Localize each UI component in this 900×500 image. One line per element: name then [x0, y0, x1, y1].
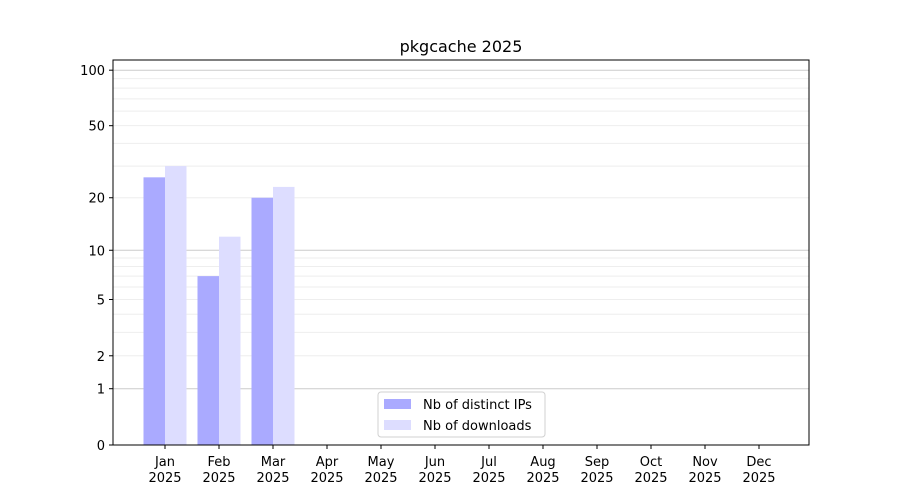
- x-tick-label: 2025: [202, 471, 235, 486]
- legend-swatch: [384, 420, 411, 430]
- x-tick-label: Jul: [480, 455, 497, 470]
- x-tick-label: Apr: [316, 455, 339, 470]
- x-tick-label: Sep: [585, 455, 610, 470]
- x-tick-label: 2025: [688, 471, 721, 486]
- y-tick-label: 1: [97, 383, 105, 398]
- x-tick-label: Oct: [640, 455, 662, 470]
- x-tick-label: 2025: [148, 471, 181, 486]
- x-tick-label: May: [368, 455, 395, 470]
- x-tick-label: 2025: [418, 471, 451, 486]
- x-tick-label: Jan: [154, 455, 175, 470]
- bar: [251, 197, 273, 445]
- legend-box: [377, 391, 546, 438]
- y-tick-label: 10: [88, 244, 105, 259]
- y-tick-label: 5: [97, 293, 105, 308]
- x-tick-label: 2025: [526, 471, 559, 486]
- x-tick-label: 2025: [310, 471, 343, 486]
- y-tick-label: 50: [88, 120, 105, 135]
- x-tick-label: 2025: [634, 471, 667, 486]
- plot-frame: [112, 59, 810, 446]
- bar: [143, 177, 165, 446]
- x-tick-label: 2025: [256, 471, 289, 486]
- x-tick-label: Feb: [207, 455, 230, 470]
- x-tick-label: 2025: [580, 471, 613, 486]
- legend-swatch: [384, 399, 411, 409]
- x-tick-label: Jun: [424, 455, 445, 470]
- legend-label: Nb of downloads: [423, 419, 532, 434]
- legend-label: Nb of distinct IPs: [423, 398, 532, 413]
- y-tick-label: 2: [97, 350, 105, 365]
- x-tick-label: 2025: [472, 471, 505, 486]
- bar: [197, 276, 219, 445]
- chart-title: pkgcache 2025: [400, 37, 523, 56]
- x-tick-label: Aug: [530, 455, 555, 470]
- y-tick-label: 20: [88, 192, 105, 207]
- x-tick-label: 2025: [364, 471, 397, 486]
- y-tick-label: 0: [97, 439, 105, 454]
- x-tick-label: Dec: [746, 455, 771, 470]
- legend: Nb of distinct IPs Nb of downloads: [377, 391, 546, 438]
- bar: [165, 166, 187, 445]
- x-tick-label: Nov: [692, 455, 718, 470]
- bar: [273, 186, 295, 445]
- x-tick-label: 2025: [742, 471, 775, 486]
- y-tick-label: 100: [80, 64, 105, 79]
- bar: [219, 236, 241, 445]
- x-tick-label: Mar: [261, 455, 286, 470]
